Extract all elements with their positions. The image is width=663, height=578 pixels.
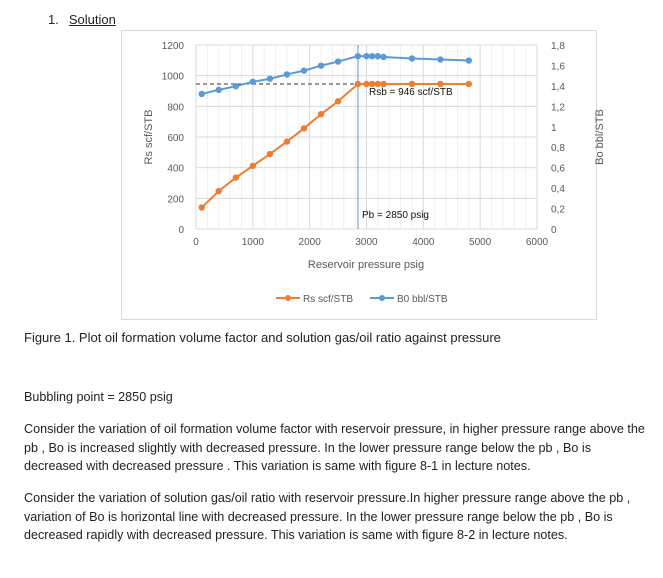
x-tick-label: 1000 bbox=[242, 237, 265, 248]
x-tick-label: 3000 bbox=[355, 237, 378, 248]
y2-tick-label: 1,8 bbox=[551, 41, 565, 52]
legend-label-1: B0 bbl/STB bbox=[397, 294, 448, 305]
y2-tick-label: 1,4 bbox=[551, 82, 565, 93]
bubble-point-text: Bubbling point = 2850 psig bbox=[24, 390, 173, 404]
data-point-0 bbox=[215, 187, 222, 195]
y-tick-label: 0 bbox=[178, 225, 184, 236]
data-point-1 bbox=[317, 62, 325, 69]
data-point-0 bbox=[374, 80, 382, 88]
data-point-0 bbox=[300, 125, 308, 132]
y2-tick-label: 0,6 bbox=[551, 164, 565, 175]
y-tick-label: 400 bbox=[167, 164, 184, 175]
data-point-0 bbox=[363, 80, 370, 88]
data-point-0 bbox=[437, 80, 444, 88]
y2-tick-label: 1 bbox=[551, 123, 557, 134]
data-point-0 bbox=[249, 162, 257, 170]
x-tick-label: 0 bbox=[193, 237, 199, 248]
data-point-0 bbox=[354, 80, 362, 88]
data-point-1 bbox=[300, 67, 308, 74]
data-point-1 bbox=[266, 75, 274, 82]
chart-frame bbox=[121, 30, 597, 320]
y2-axis-title: Bo bbl/STB bbox=[594, 109, 606, 165]
data-point-1 bbox=[249, 78, 257, 86]
data-point-0 bbox=[198, 204, 205, 211]
data-point-1 bbox=[374, 53, 382, 60]
heading-title: Solution bbox=[68, 12, 116, 27]
data-point-1 bbox=[354, 52, 362, 60]
figure-caption: Figure 1. Plot oil formation volume fact… bbox=[24, 330, 501, 345]
rsb-label: Rsb = 946 scf/STB bbox=[369, 87, 453, 98]
data-point-0 bbox=[266, 150, 274, 158]
section-heading: 1. Solution bbox=[48, 12, 116, 27]
data-point-1 bbox=[368, 53, 376, 60]
y2-tick-label: 0,2 bbox=[551, 205, 565, 216]
data-point-1 bbox=[437, 56, 444, 63]
data-point-0 bbox=[317, 110, 325, 118]
data-point-1 bbox=[363, 52, 370, 60]
y-tick-label: 1000 bbox=[162, 72, 185, 83]
x-tick-label: 4000 bbox=[412, 237, 435, 248]
data-point-0 bbox=[380, 80, 387, 88]
y2-tick-label: 1,6 bbox=[551, 61, 565, 72]
y-tick-label: 200 bbox=[167, 194, 184, 205]
y2-tick-label: 0 bbox=[551, 225, 557, 236]
data-point-1 bbox=[283, 71, 291, 78]
legend-marker-1 bbox=[379, 295, 385, 301]
data-point-1 bbox=[465, 57, 472, 64]
data-point-1 bbox=[215, 86, 222, 94]
y2-tick-label: 0,4 bbox=[551, 184, 565, 195]
data-point-1 bbox=[408, 55, 416, 62]
data-point-0 bbox=[465, 80, 472, 88]
x-tick-label: 2000 bbox=[299, 237, 322, 248]
data-point-0 bbox=[232, 174, 239, 181]
paragraph-bo: Consider the variation of oil formation … bbox=[24, 422, 645, 473]
y-tick-label: 600 bbox=[167, 133, 184, 144]
x-tick-label: 5000 bbox=[469, 237, 492, 248]
data-point-0 bbox=[283, 138, 291, 145]
y-tick-label: 1200 bbox=[162, 41, 185, 52]
data-point-1 bbox=[232, 82, 239, 90]
legend-marker-0 bbox=[285, 295, 291, 301]
data-point-0 bbox=[368, 80, 376, 88]
heading-number: 1. bbox=[48, 12, 59, 27]
data-point-1 bbox=[198, 90, 205, 98]
data-point-0 bbox=[334, 98, 342, 105]
pb-label: Pb = 2850 psig bbox=[362, 210, 429, 221]
data-point-0 bbox=[408, 80, 416, 88]
x-axis-title: Reservoir pressure psig bbox=[308, 259, 424, 271]
y-tick-label: 800 bbox=[167, 102, 184, 113]
x-tick-label: 6000 bbox=[526, 237, 549, 248]
y2-tick-label: 0,8 bbox=[551, 143, 565, 154]
y2-tick-label: 1,2 bbox=[551, 102, 565, 113]
data-point-1 bbox=[380, 53, 387, 61]
y-axis-title: Rs scf/STB bbox=[143, 109, 155, 164]
paragraph-rs: Consider the variation of solution gas/o… bbox=[24, 491, 631, 542]
legend-label-0: Rs scf/STB bbox=[303, 294, 353, 305]
data-point-1 bbox=[334, 58, 342, 65]
